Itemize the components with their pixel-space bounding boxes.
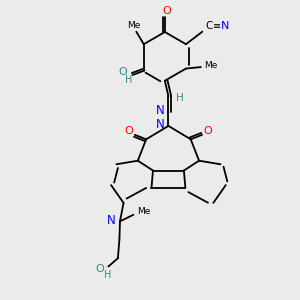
Text: O: O [124, 126, 133, 136]
Text: Me: Me [204, 61, 217, 70]
Text: O: O [118, 67, 127, 76]
Text: N: N [156, 118, 164, 131]
Text: H: H [176, 93, 184, 103]
Text: N: N [156, 104, 164, 117]
Text: H: H [104, 270, 112, 280]
Text: Me: Me [137, 207, 150, 216]
Text: O: O [96, 264, 104, 274]
Text: N: N [220, 21, 229, 31]
Text: O: O [162, 6, 171, 16]
Text: H: H [124, 76, 132, 85]
Text: ≡: ≡ [213, 21, 221, 31]
Text: O: O [204, 126, 212, 136]
Text: C: C [205, 21, 212, 32]
Text: N: N [107, 214, 116, 227]
Text: Me: Me [127, 21, 141, 30]
